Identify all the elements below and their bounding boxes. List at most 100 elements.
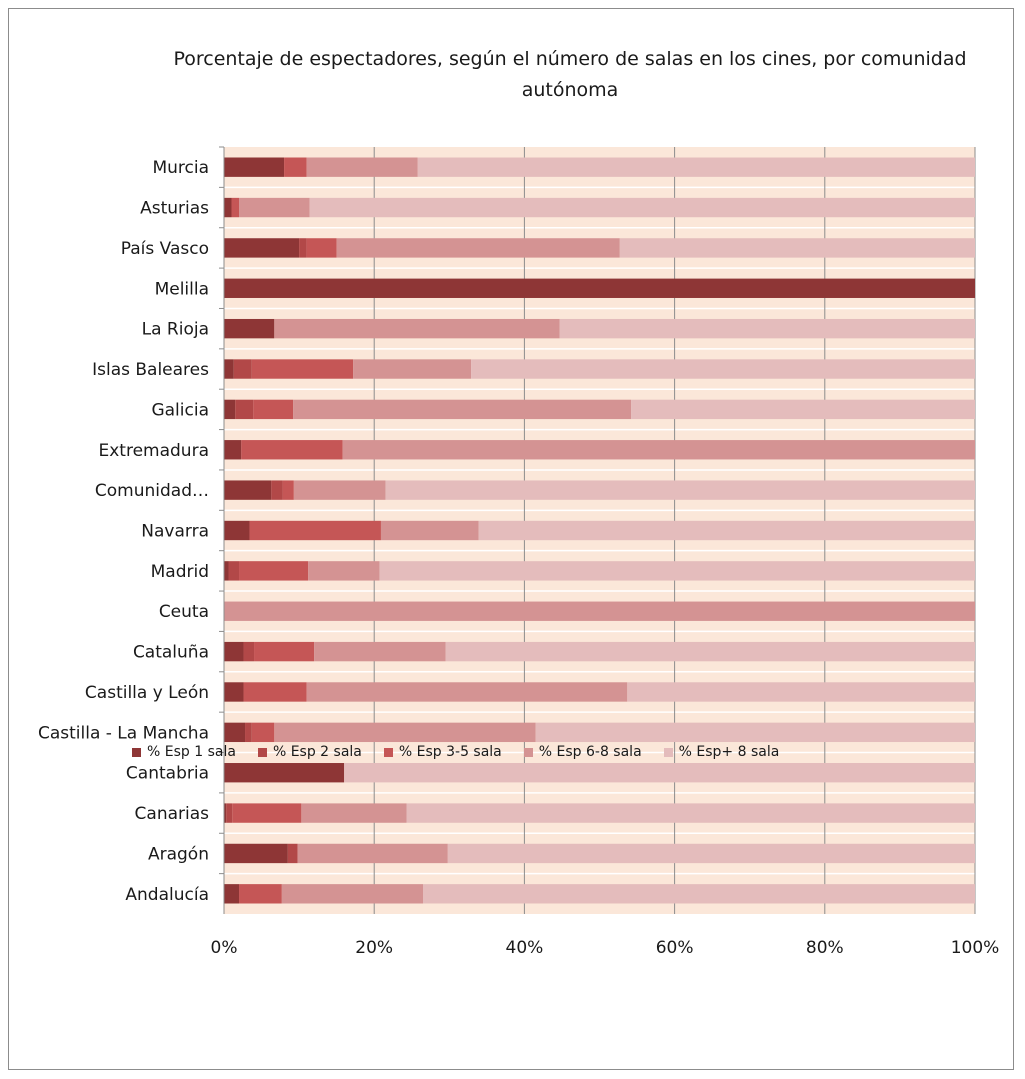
bar-segment	[233, 359, 252, 379]
bar-segment	[239, 884, 282, 904]
bar-segment	[251, 359, 354, 379]
bar-segment	[274, 722, 536, 743]
category-label: Madrid	[151, 562, 209, 582]
bar-segment	[224, 601, 975, 621]
bar-segment	[271, 480, 283, 500]
bar-segment	[353, 359, 472, 379]
bar-segment	[224, 763, 345, 783]
bar-segment	[243, 682, 307, 702]
bar-segment	[228, 561, 240, 581]
legend-label: % Esp 6-8 sala	[538, 744, 642, 760]
legend-label: % Esp 1 sala	[147, 744, 236, 760]
bar-segment	[224, 359, 234, 379]
bar-segment	[447, 843, 976, 864]
bar-segment	[478, 520, 975, 541]
category-label: Canarias	[135, 804, 210, 824]
category-label: País Vasco	[121, 239, 209, 259]
legend-swatch	[383, 747, 393, 757]
bar-segment	[445, 641, 975, 662]
bar-segment	[281, 884, 424, 904]
x-tick-label: 0%	[211, 938, 238, 958]
bar-segment	[243, 641, 255, 662]
category-label: Extremadura	[99, 441, 210, 461]
legend: % Esp 1 sala % Esp 2 sala % Esp 3-5 sala % …	[132, 740, 801, 764]
legend-item: % Esp 6-8 sala	[523, 744, 642, 760]
bar-segment	[224, 318, 275, 339]
category-label: Navarra	[141, 522, 209, 542]
bar-segment	[226, 803, 233, 823]
bar-segment	[224, 641, 244, 662]
bar-segment	[301, 803, 407, 823]
bar-segment	[306, 238, 337, 258]
bar-segment	[224, 157, 285, 177]
bar-segment	[232, 803, 302, 823]
bar-segment	[239, 197, 310, 218]
bar-segment	[417, 157, 975, 177]
legend-label: % Esp+ 8 sala	[678, 744, 780, 760]
bar-segment	[224, 803, 227, 823]
bar-segment	[344, 763, 975, 783]
bar-segment	[284, 157, 307, 177]
chart-title: Porcentaje de espectadores, según el núm…	[173, 48, 967, 101]
category-label: Cantabria	[126, 764, 209, 784]
legend-item: % Esp 2 sala	[257, 744, 362, 760]
category-label: Cataluña	[133, 643, 209, 663]
bar-segment	[309, 197, 975, 218]
bar-segment	[224, 520, 250, 541]
category-label: Asturias	[140, 199, 209, 219]
category-label: Ceuta	[159, 602, 209, 622]
category-label: Andalucía	[125, 885, 209, 905]
legend-swatch	[257, 747, 267, 757]
bar-segment	[293, 399, 632, 420]
bar-segment	[274, 318, 560, 339]
category-label: Aragón	[148, 844, 209, 864]
bar-segment	[423, 884, 975, 904]
legend-item: % Esp 3-5 sala	[383, 744, 502, 760]
legend-item: % Esp+ 8 sala	[663, 744, 780, 760]
bar-segment	[308, 561, 380, 581]
legend-swatch	[523, 747, 533, 757]
bar-segment	[224, 238, 300, 258]
legend-label: % Esp 2 sala	[272, 744, 362, 760]
x-tick-label: 60%	[656, 938, 694, 958]
x-tick-label: 40%	[506, 938, 544, 958]
bar-segment	[224, 399, 236, 420]
bar-segment	[251, 722, 275, 743]
bar-segment	[299, 238, 307, 258]
bar-segment	[253, 399, 294, 420]
category-label: Galicia	[151, 400, 209, 420]
category-label: Castilla y León	[85, 683, 209, 703]
bar-segment	[235, 399, 254, 420]
bar-segment	[306, 157, 418, 177]
bar-segment	[224, 278, 975, 298]
bar-segment	[224, 722, 246, 743]
bar-segment	[287, 843, 298, 864]
bar-segment	[336, 238, 620, 258]
bar-segment	[245, 722, 252, 743]
bar-segment	[314, 641, 446, 662]
category-label: Comunidad…	[95, 481, 209, 501]
category-label: Islas Baleares	[92, 360, 209, 380]
horizontal-bands	[224, 186, 975, 875]
bar-segment	[254, 641, 315, 662]
legend-label: % Esp 3-5 sala	[398, 744, 502, 760]
bar-segment	[631, 399, 975, 420]
bar-segment	[231, 197, 240, 218]
bar-segment	[224, 440, 242, 460]
bar-segment	[224, 480, 272, 500]
bar-segment	[297, 843, 448, 864]
bar-segment	[619, 238, 975, 258]
bar-segment	[241, 440, 343, 460]
bar-segment	[282, 480, 294, 500]
bar-segment	[627, 682, 975, 702]
legend-item: % Esp 1 sala	[132, 744, 236, 760]
bar-segment	[379, 561, 975, 581]
bar-segment	[471, 359, 975, 379]
bar-segment	[224, 561, 229, 581]
bar-segment	[224, 843, 288, 864]
legend-swatch	[132, 747, 141, 757]
x-tick-labels: 0% 20% 40% 60% 80% 100%	[211, 938, 1000, 958]
bar-segment	[306, 682, 628, 702]
bar-segment	[406, 803, 975, 823]
